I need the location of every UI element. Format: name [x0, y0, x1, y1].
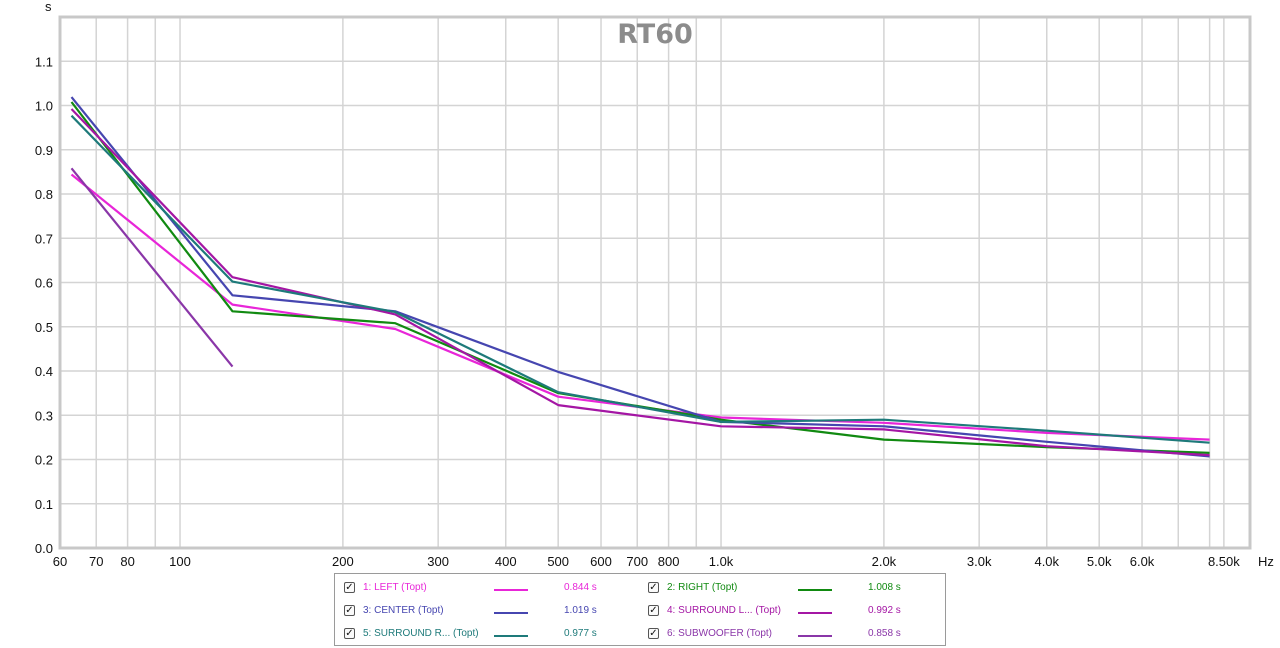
- legend-item-6: ✓ 6: SUBWOOFER (Topt) 0.858 s: [648, 625, 938, 645]
- y-tick-label: 0.4: [35, 364, 53, 379]
- x-tick-label: 60: [53, 554, 67, 569]
- y-tick-label: 1.0: [35, 99, 53, 114]
- x-tick-label: 4.0k: [1034, 554, 1059, 569]
- y-axis-ticks: 0.0 0.1 0.2 0.3 0.4 0.5 0.6 0.7 0.8 0.9 1.0 1.1: [35, 54, 53, 556]
- legend-series-name: 4: SURROUND L... (Topt): [667, 605, 781, 616]
- y-tick-label: 0.8: [35, 187, 53, 202]
- legend-item-5: ✓ 5: SURROUND R... (Topt) 0.977 s: [344, 625, 634, 645]
- legend-checkbox[interactable]: ✓: [648, 628, 659, 639]
- y-axis-unit-label: s: [45, 0, 52, 14]
- legend-checkbox[interactable]: ✓: [344, 628, 355, 639]
- x-tick-label: 6.0k: [1130, 554, 1155, 569]
- legend-series-name: 6: SUBWOOFER (Topt): [667, 628, 773, 639]
- x-tick-label: 700: [626, 554, 648, 569]
- y-tick-label: 0.6: [35, 276, 53, 291]
- y-tick-label: 0.1: [35, 497, 53, 512]
- x-tick-label: 1.0k: [709, 554, 734, 569]
- chart-title: RT60: [617, 19, 693, 50]
- legend-series-name: 3: CENTER (Topt): [363, 605, 444, 616]
- x-tick-label: 2.0k: [872, 554, 897, 569]
- x-tick-label: 80: [120, 554, 134, 569]
- legend-checkbox[interactable]: ✓: [344, 582, 355, 593]
- legend-swatch: [494, 612, 528, 614]
- x-tick-label: 800: [658, 554, 680, 569]
- legend-swatch: [798, 612, 832, 614]
- x-axis-ticks: 60 70 80 100 200 300 400 500 600 700 800 1.0k 2.0k 3.…: [53, 554, 1240, 569]
- x-tick-label: 8.50k: [1208, 554, 1240, 569]
- legend-series-value: 0.844 s: [564, 582, 597, 593]
- legend-row: ✓ 3: CENTER (Topt) 1.019 s ✓ 4: SURROUND L..…: [335, 602, 945, 622]
- legend-swatch: [798, 635, 832, 637]
- series-line-1: [70, 173, 1210, 441]
- y-tick-label: 0.7: [35, 231, 53, 246]
- legend-series-value: 0.858 s: [868, 628, 901, 639]
- series-line-6: [70, 167, 234, 368]
- legend-item-3: ✓ 3: CENTER (Topt) 1.019 s: [344, 602, 634, 622]
- legend-checkbox[interactable]: ✓: [648, 605, 659, 616]
- legend-series-value: 1.019 s: [564, 605, 597, 616]
- series-line-5: [70, 114, 1210, 444]
- y-tick-label: 1.1: [35, 54, 53, 69]
- legend-swatch: [494, 589, 528, 591]
- legend-row: ✓ 5: SURROUND R... (Topt) 0.977 s ✓ 6: SUBWO…: [335, 625, 945, 645]
- y-tick-label: 0.3: [35, 408, 53, 423]
- x-tick-label: 300: [427, 554, 449, 569]
- plot-frame: [58, 15, 1252, 550]
- legend-series-value: 0.992 s: [868, 605, 901, 616]
- x-tick-label: 500: [547, 554, 569, 569]
- legend-swatch: [494, 635, 528, 637]
- legend-series-value: 0.977 s: [564, 628, 597, 639]
- y-tick-label: 0.0: [35, 541, 53, 556]
- y-tick-label: 0.9: [35, 143, 53, 158]
- legend-item-4: ✓ 4: SURROUND L... (Topt) 0.992 s: [648, 602, 938, 622]
- y-tick-label: 0.5: [35, 320, 53, 335]
- legend-row: ✓ 1: LEFT (Topt) 0.844 s ✓ 2: RIGHT (Topt) 1.…: [335, 579, 945, 599]
- legend-series-name: 1: LEFT (Topt): [363, 582, 427, 593]
- x-tick-label: 200: [332, 554, 354, 569]
- series-lines: [70, 96, 1210, 458]
- y-tick-label: 0.2: [35, 453, 53, 468]
- series-line-3: [70, 96, 1210, 458]
- x-tick-label: 400: [495, 554, 517, 569]
- legend-series-name: 5: SURROUND R... (Topt): [363, 628, 479, 639]
- x-tick-label: 100: [169, 554, 191, 569]
- series-line-4: [70, 108, 1210, 457]
- legend-item-1: ✓ 1: LEFT (Topt) 0.844 s: [344, 579, 634, 599]
- series-line-2: [70, 101, 1210, 454]
- x-tick-label: 5.0k: [1087, 554, 1112, 569]
- legend-checkbox[interactable]: ✓: [344, 605, 355, 616]
- legend-series-name: 2: RIGHT (Topt): [667, 582, 738, 593]
- x-tick-label: 3.0k: [967, 554, 992, 569]
- x-tick-label: 600: [590, 554, 612, 569]
- legend-checkbox[interactable]: ✓: [648, 582, 659, 593]
- x-tick-label: 70: [89, 554, 103, 569]
- legend-swatch: [798, 589, 832, 591]
- legend-series-value: 1.008 s: [868, 582, 901, 593]
- legend-item-2: ✓ 2: RIGHT (Topt) 1.008 s: [648, 579, 938, 599]
- legend: ✓ 1: LEFT (Topt) 0.844 s ✓ 2: RIGHT (Topt) 1.…: [334, 573, 946, 646]
- x-axis-unit-label: Hz: [1258, 554, 1274, 569]
